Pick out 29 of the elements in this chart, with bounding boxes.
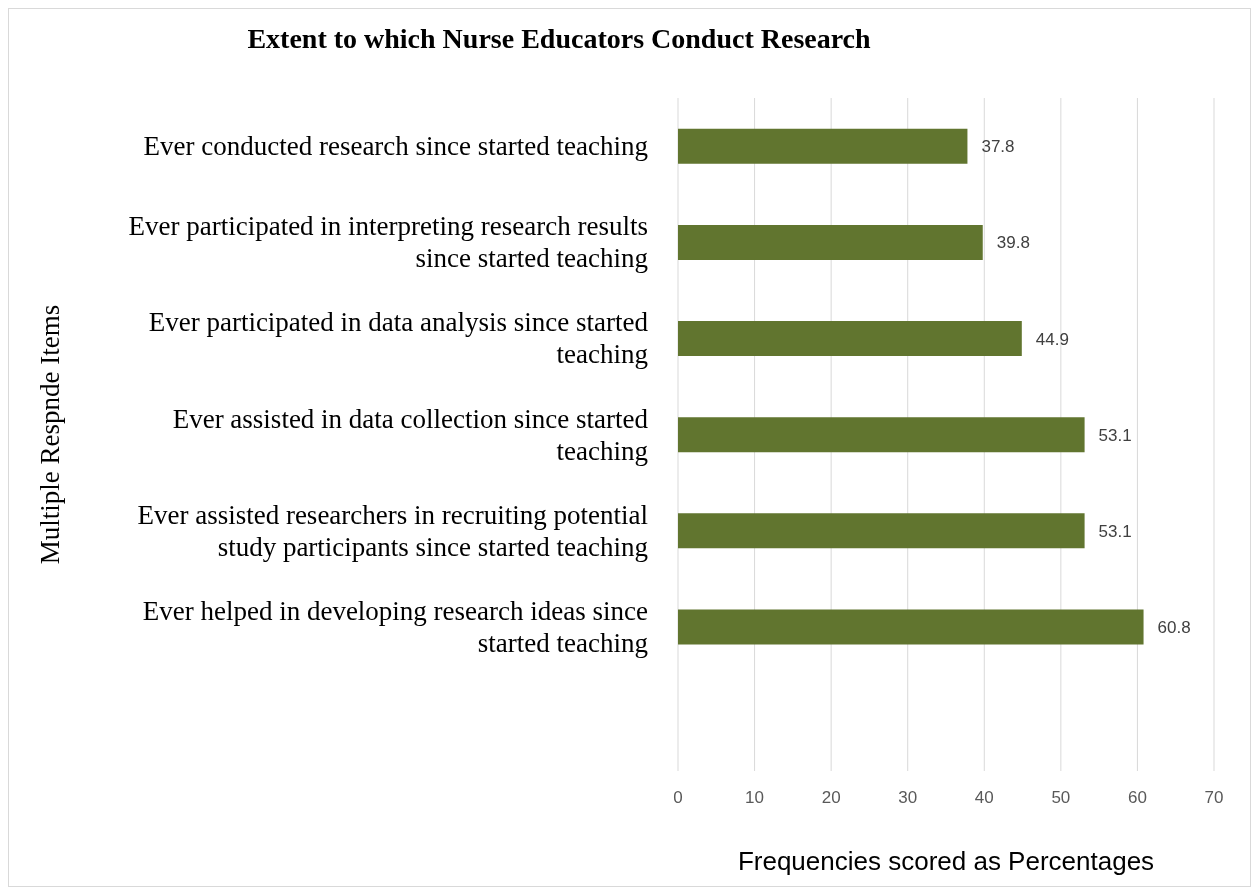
data-label: 53.1 [1098,521,1132,541]
bar [678,128,968,164]
data-label: 39.8 [996,233,1030,253]
x-tick-label: 70 [1204,788,1224,808]
x-tick-label: 60 [1127,788,1147,808]
x-tick-label: 40 [974,788,994,808]
y-axis-title: Multiple Respnde Items [34,304,65,565]
y-tick-label: Ever participated in data analysis since started teaching [148,307,649,370]
data-label: 60.8 [1157,618,1191,638]
data-label: 44.9 [1035,329,1069,349]
bar [678,321,1022,357]
x-tick-label: 50 [1051,788,1071,808]
data-label: 37.8 [981,137,1015,157]
data-label: 53.1 [1098,425,1132,445]
bar [678,417,1085,453]
x-tick-label: 20 [821,788,841,808]
bar [678,224,983,260]
bar [678,609,1144,645]
y-tick-label: Ever helped in developing research ideas since started teaching [142,595,649,658]
y-tick-label: Ever assisted researchers in recruiting potential study participants since started teaching [137,499,648,562]
y-tick-label: Ever assisted in data collection since started teaching [172,403,649,466]
x-tick-label: 0 [673,788,683,808]
bar [678,513,1085,549]
y-tick-label: Ever conducted research since started teaching [143,131,648,162]
x-axis-title: Frequencies scored as Percentages [737,846,1155,876]
x-tick-label: 10 [745,788,765,808]
y-tick-label: Ever participated in interpreting research results since started teaching [128,211,648,274]
x-tick-label: 30 [898,788,918,808]
chart-title: Extent to which Nurse Educators Conduct Research [246,23,872,55]
